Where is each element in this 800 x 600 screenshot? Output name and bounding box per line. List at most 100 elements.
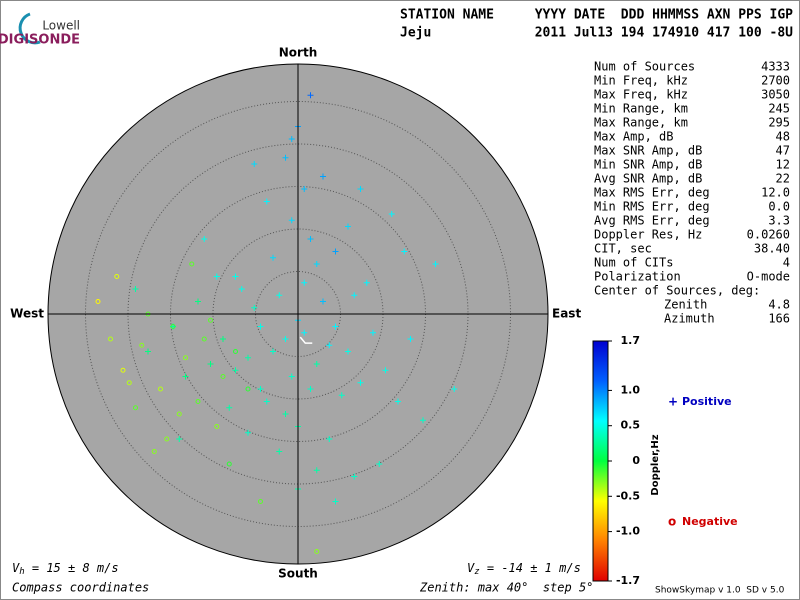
source-negative bbox=[245, 386, 251, 392]
source-negative bbox=[120, 367, 126, 373]
source-negative bbox=[233, 349, 238, 354]
source-negative bbox=[108, 336, 113, 342]
source-negative bbox=[126, 380, 132, 386]
source-positive bbox=[288, 373, 295, 380]
stats-label: Min Range, km bbox=[594, 102, 688, 116]
stats-value: 3.3 bbox=[768, 214, 790, 228]
source-negative bbox=[189, 261, 195, 267]
header-value: 2011 Jul13 194 174910 417 100 -8U bbox=[535, 26, 793, 41]
stats-label: Num of Sources bbox=[594, 60, 695, 74]
source-negative bbox=[258, 499, 263, 504]
colorbar-tick-label: -1.7 bbox=[616, 574, 640, 587]
source-positive bbox=[263, 398, 270, 405]
value: = -14 ± 1 m/s bbox=[480, 561, 581, 575]
source-positive bbox=[145, 348, 151, 355]
stats-label: Max Freq, kHz bbox=[594, 88, 688, 102]
source-positive bbox=[451, 386, 458, 392]
colorbar-tick-label: 1.0 bbox=[621, 383, 641, 396]
stats: Num of Sources 4333 Min Freq, kHz 2700 Max F… bbox=[594, 60, 790, 284]
legend-label: Positive bbox=[682, 395, 732, 408]
source-positive bbox=[370, 329, 376, 336]
version: ShowSkymap v 1.0 SD v 5.0 bbox=[655, 586, 785, 596]
source-positive bbox=[363, 279, 370, 286]
source-positive bbox=[320, 173, 326, 180]
legend-negative: o Negative bbox=[668, 515, 738, 529]
source-positive bbox=[420, 417, 426, 424]
source-positive bbox=[326, 342, 333, 349]
source-positive bbox=[238, 286, 245, 292]
vz-text: Vz = -14 ± 1 m/s bbox=[467, 561, 581, 577]
source-positive bbox=[276, 292, 283, 299]
source-negative bbox=[95, 299, 101, 304]
stats-label: Min RMS Err, deg bbox=[594, 200, 710, 214]
source-positive bbox=[395, 398, 401, 405]
source-positive bbox=[307, 92, 314, 99]
stats-value: 47 bbox=[776, 144, 790, 158]
source-positive bbox=[207, 361, 214, 367]
source-positive bbox=[232, 273, 239, 280]
colorbar-label: Doppler,Hz bbox=[650, 434, 661, 495]
source-negative bbox=[176, 411, 182, 417]
compass-label: North bbox=[279, 46, 317, 60]
value: = 15 ± 8 m/s bbox=[25, 561, 119, 575]
stats-label: Avg SNR Amp, dB bbox=[594, 172, 702, 186]
source-positive bbox=[288, 136, 295, 142]
source-positive bbox=[332, 323, 339, 330]
stats-label: Num of CITs bbox=[594, 256, 673, 270]
source-positive bbox=[213, 273, 220, 280]
source-positive bbox=[351, 473, 358, 480]
source-positive bbox=[401, 248, 408, 255]
source-negative bbox=[183, 355, 188, 361]
stats-label: Max SNR Amp, dB bbox=[594, 144, 702, 158]
source-positive bbox=[282, 154, 289, 161]
colorbar bbox=[592, 340, 609, 582]
stats-label: Min Freq, kHz bbox=[594, 74, 688, 88]
logo-product: DIGISONDE bbox=[0, 33, 80, 48]
source-positive bbox=[282, 411, 289, 417]
source-positive bbox=[232, 367, 239, 374]
source-negative bbox=[133, 405, 138, 411]
source-positive bbox=[388, 211, 395, 217]
source-positive bbox=[345, 223, 351, 230]
symbol: V bbox=[467, 561, 475, 575]
center-marker bbox=[299, 336, 313, 344]
subscript: h bbox=[19, 567, 24, 577]
compass-label: South bbox=[278, 567, 318, 581]
compass-label: East bbox=[552, 307, 581, 321]
legend-marker: + bbox=[668, 395, 678, 409]
source-positive bbox=[257, 323, 264, 330]
colorbar-tick-label: 1.7 bbox=[621, 334, 641, 347]
source-positive bbox=[332, 248, 339, 255]
compass-label: West bbox=[10, 307, 44, 321]
stats-value: 166 bbox=[768, 312, 790, 326]
stats-label: Min SNR Amp, dB bbox=[594, 158, 702, 172]
stats-value: 22 bbox=[776, 172, 790, 186]
source-positive bbox=[176, 436, 183, 442]
legend-marker: o bbox=[668, 515, 676, 529]
header-label: STATION NAME bbox=[400, 8, 494, 23]
source-positive bbox=[313, 261, 320, 267]
stats-value: 245 bbox=[768, 102, 790, 116]
stats-label: Max Amp, dB bbox=[594, 130, 673, 144]
coords-note: Compass coordinates bbox=[12, 581, 149, 595]
logo-arc bbox=[18, 12, 41, 45]
stats-label: Avg RMS Err, deg bbox=[594, 214, 710, 228]
source-positive bbox=[282, 336, 289, 342]
stats-label: Polarization bbox=[594, 270, 681, 284]
stats-value: O-mode bbox=[747, 270, 790, 284]
stats-value: 12.0 bbox=[761, 186, 790, 200]
source-negative bbox=[158, 386, 163, 392]
source-positive bbox=[288, 217, 295, 224]
source-positive bbox=[220, 336, 226, 342]
source-positive bbox=[251, 304, 258, 311]
source-positive bbox=[276, 448, 283, 455]
colorbar-tick-label: 0.5 bbox=[621, 419, 641, 432]
source-positive bbox=[270, 348, 276, 355]
colorbar-tick-label: -1.0 bbox=[616, 525, 640, 538]
source-positive bbox=[407, 336, 414, 342]
legend-positive: + Positive bbox=[668, 395, 732, 409]
source-positive bbox=[251, 161, 258, 167]
stats-value: 38.40 bbox=[754, 242, 790, 256]
source-negative bbox=[139, 342, 145, 348]
stats-value: 4333 bbox=[761, 60, 790, 74]
